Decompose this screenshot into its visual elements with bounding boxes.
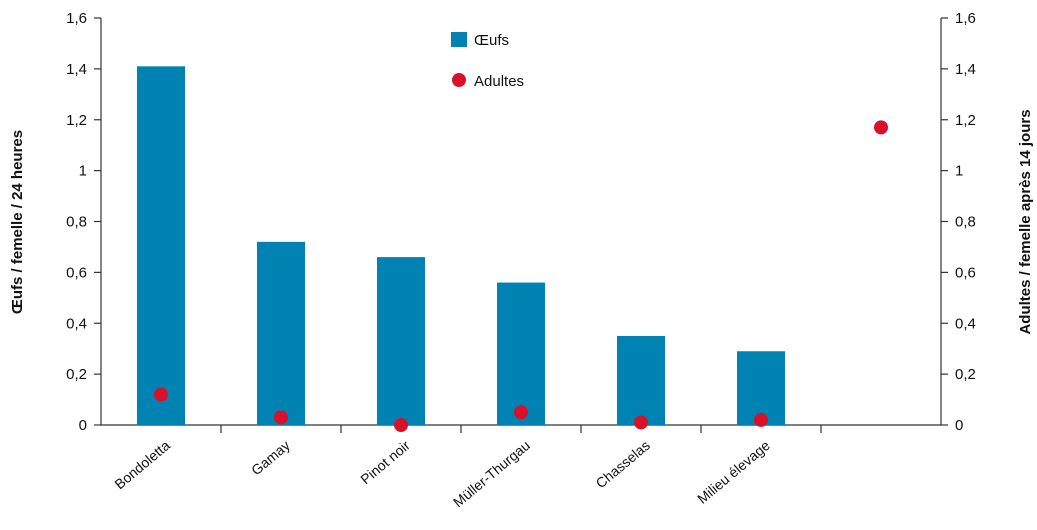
point (274, 410, 288, 425)
right-y-tick-label: 1,6 (955, 10, 976, 27)
legend-oeufs-swatch (451, 32, 467, 47)
left-y-tick-label: 0,6 (66, 264, 87, 281)
left-y-tick-label: 1,4 (66, 61, 87, 78)
left-y-ticks: 0 0,2 0,4 0,6 0,8 1 1,2 1,4 1,6 (66, 10, 101, 434)
category-label: Bondoletta (111, 437, 173, 492)
point (874, 120, 888, 135)
right-y-tick-label: 0,8 (955, 214, 976, 231)
right-y-tick-label: 0,2 (955, 366, 976, 383)
point (154, 387, 168, 402)
point (754, 412, 768, 427)
right-y-tick-label: 1 (955, 163, 963, 180)
left-y-tick-label: 0,8 (66, 214, 87, 231)
category-label: Müller-Thurgau (450, 437, 533, 510)
right-y-tick-label: 1,2 (955, 112, 976, 129)
bar (257, 241, 305, 425)
legend-oeufs-label: Œufs (474, 32, 509, 49)
left-y-tick-label: 1,2 (66, 112, 87, 129)
legend: Œufs Adultes (451, 32, 524, 90)
right-axis-title: Adultes / femelle après 14 jours (1017, 109, 1034, 334)
legend-adultes-label: Adultes (474, 73, 524, 90)
left-y-tick-label: 0,4 (66, 315, 87, 332)
point (514, 405, 528, 420)
right-y-tick-label: 0,6 (955, 264, 976, 281)
right-y-tick-label: 0 (955, 417, 963, 434)
bar (137, 66, 185, 426)
legend-adultes-marker (452, 73, 466, 87)
left-y-tick-label: 1 (79, 163, 87, 180)
point (634, 415, 648, 430)
right-y-ticks: 0 0,2 0,4 0,6 0,8 1 1,2 1,4 1,6 (941, 10, 976, 434)
category-label: Milieu élevage (694, 437, 773, 507)
bar (497, 282, 545, 425)
point (394, 418, 408, 432)
category-label: Chasselas (593, 437, 653, 491)
left-axis-title: Œufs / femelle / 24 heures (9, 130, 26, 314)
bar (377, 257, 425, 425)
bar (737, 351, 785, 425)
right-y-tick-label: 0,4 (955, 315, 976, 332)
right-y-tick-label: 1,4 (955, 61, 976, 78)
left-y-tick-label: 1,6 (66, 10, 87, 27)
category-labels: Bondoletta Gamay Pinot noir Müller-Thurgau C… (111, 437, 773, 510)
category-label: Pinot noir (357, 437, 413, 487)
x-ticks (220, 425, 822, 433)
left-y-tick-label: 0 (79, 417, 87, 434)
category-label: Gamay (248, 437, 293, 478)
left-y-tick-label: 0,2 (66, 366, 87, 383)
bar-series-oeufs (137, 66, 785, 426)
scatter-series-adultes (154, 120, 888, 432)
bar (617, 335, 665, 425)
